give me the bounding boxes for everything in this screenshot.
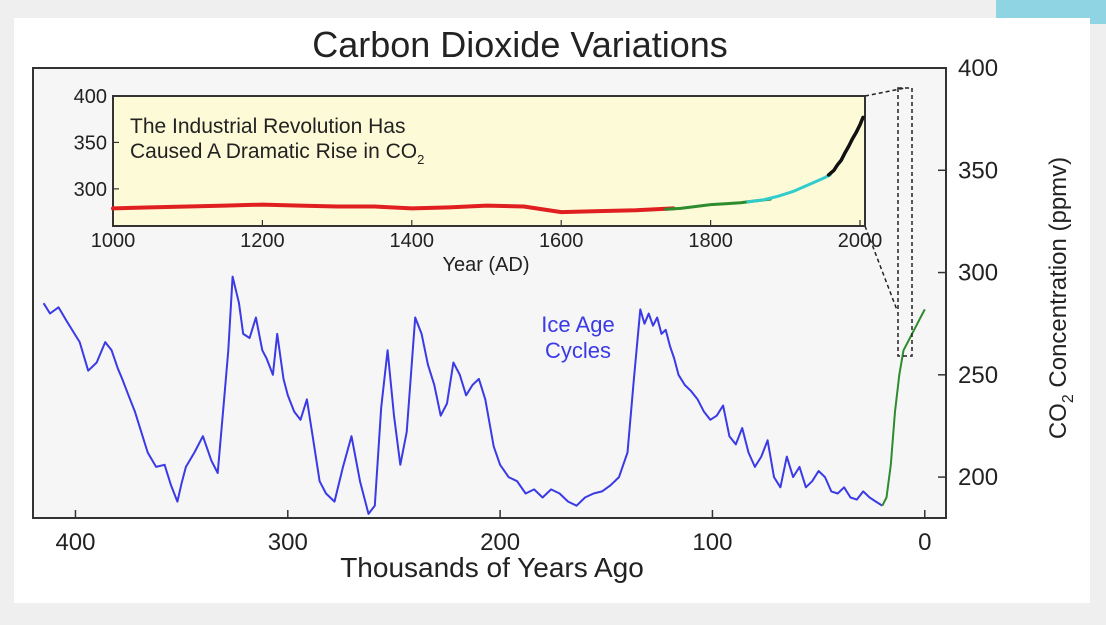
- zoom-region: [897, 87, 913, 357]
- y-axis-label-suffix: Concentration (ppmv): [1045, 157, 1072, 394]
- y-tick-label-350: 350: [958, 157, 998, 184]
- inset-x-tick-label-2000: 2000: [838, 230, 883, 252]
- x-tick-label-0: 0: [918, 529, 931, 556]
- y-tick-label-400: 400: [958, 55, 998, 82]
- ice-age-co2-line: [42, 275, 883, 515]
- inset-axes: 1000 1200 1400 1600 1800 2000 300 350 400: [74, 86, 883, 252]
- x-tick-label-400: 400: [55, 529, 95, 556]
- main-series-group: [42, 275, 926, 515]
- inset-y-tick-label-350: 350: [74, 132, 107, 154]
- x-tick-label-200: 200: [480, 529, 520, 556]
- x-tick-label-300: 300: [268, 529, 308, 556]
- y-axis-label-subscript: 2: [1060, 394, 1077, 403]
- x-tick-label-100: 100: [692, 529, 732, 556]
- zoom-connector-bottom: [864, 225, 898, 311]
- ice-age-annotation-line2: Cycles: [545, 338, 611, 363]
- inset-annotation-line1: The Industrial Revolution Has: [130, 115, 405, 138]
- inset-x-tick-label-1600: 1600: [539, 230, 584, 252]
- y-axis-label: CO2 Concentration (ppmv): [1045, 157, 1077, 439]
- y-tick-label-250: 250: [958, 362, 998, 389]
- inset-x-tick-label-1400: 1400: [390, 230, 435, 252]
- inset-x-tick-label-1800: 1800: [688, 230, 733, 252]
- inset-x-tick-label-1000: 1000: [91, 230, 136, 252]
- inset-x-axis-label: Year (AD): [442, 254, 529, 276]
- y-axis-label-prefix: CO: [1045, 403, 1072, 439]
- inset-y-tick-label-400: 400: [74, 86, 107, 108]
- inset-annotation-line2: Caused A Dramatic Rise in CO2: [130, 140, 424, 167]
- inset-x-tick-label-1200: 1200: [240, 230, 285, 252]
- chart-title: Carbon Dioxide Variations: [312, 24, 728, 65]
- inset-annotation-line2-text: Caused A Dramatic Rise in CO: [130, 140, 417, 163]
- inset-series-group: [111, 115, 865, 215]
- ice-core-cyan-line: [746, 173, 832, 204]
- inset-y-tick-label-300: 300: [74, 179, 107, 201]
- ice-core-red-line: [111, 202, 676, 215]
- y-tick-label-200: 200: [958, 464, 998, 491]
- inset-annotation-line2-subscript: 2: [417, 152, 424, 167]
- recent-deglaciation-line: [881, 308, 926, 507]
- ice-age-annotation-line1: Ice Age: [541, 312, 614, 337]
- direct-measurement-black-line: [826, 115, 865, 177]
- x-axis-label: Thousands of Years Ago: [340, 552, 644, 583]
- y-tick-label-300: 300: [958, 260, 998, 287]
- zoom-connector: [864, 87, 913, 357]
